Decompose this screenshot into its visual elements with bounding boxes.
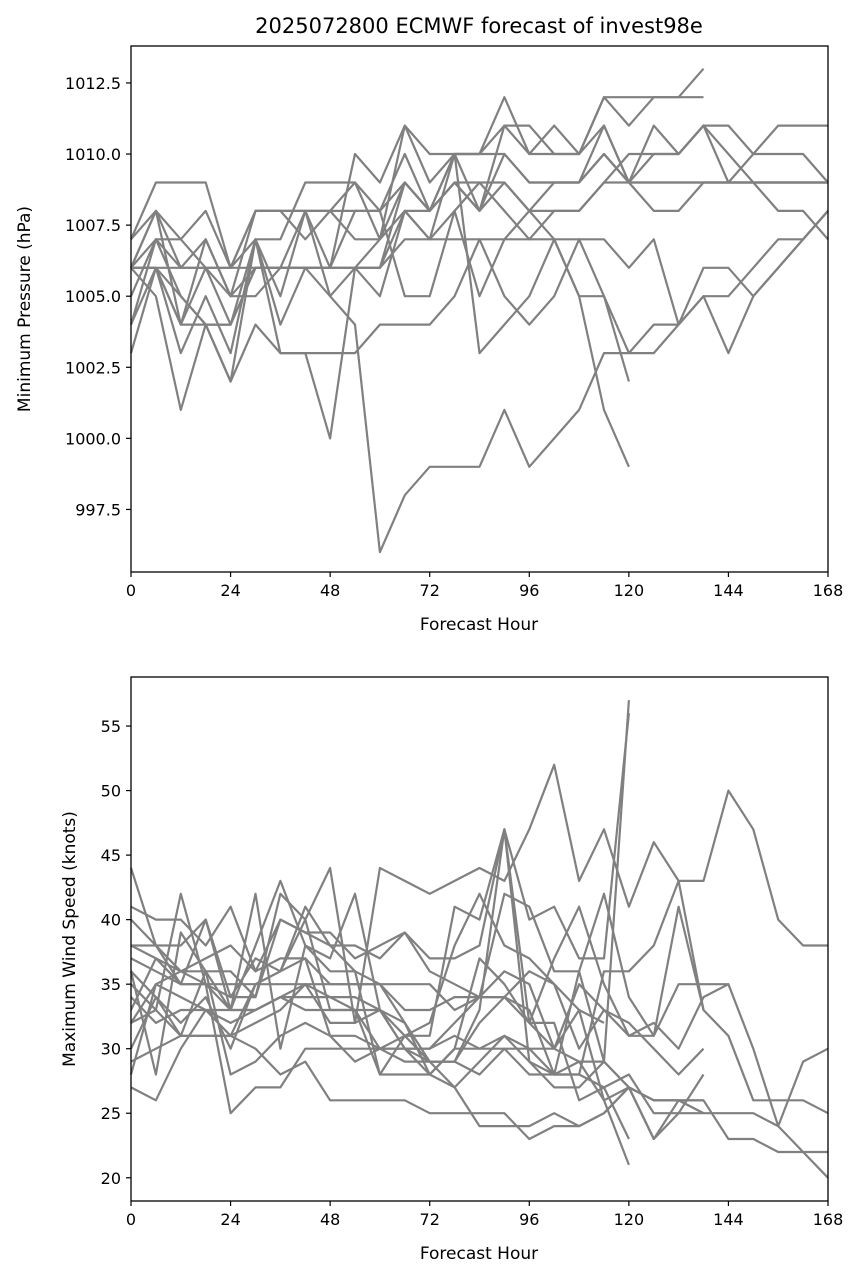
pressure-x-tick-label: 96 [519, 581, 539, 600]
wind-x-tick-label: 168 [813, 1210, 844, 1229]
pressure-panel: 2025072800 ECMWF forecast of invest98e 0… [15, 14, 843, 635]
pressure-x-axis-label: Forecast Hour [420, 615, 538, 635]
wind-y-ticks: 20 25 30 35 40 45 50 55 [101, 717, 131, 1188]
wind-x-tick-label: 144 [713, 1210, 744, 1229]
pressure-series-line-1 [129, 67, 705, 269]
pressure-x-tick-label: 24 [220, 581, 240, 600]
pressure-x-ticks: 0 24 48 72 96 120 144 168 [126, 572, 843, 600]
wind-y-tick-label: 55 [101, 717, 121, 736]
pressure-x-tick-label: 168 [813, 581, 844, 600]
wind-series-line-5 [130, 918, 829, 1128]
wind-x-tick-label: 72 [420, 1210, 440, 1229]
wind-series-line-14 [129, 970, 704, 1141]
pressure-y-tick-label: 1005.0 [65, 287, 121, 306]
pressure-y-tick-label: 1007.5 [65, 216, 121, 235]
wind-x-ticks: 0 24 48 72 96 120 144 168 [126, 1201, 843, 1229]
pressure-y-tick-label: 1012.5 [65, 74, 121, 93]
pressure-y-ticks: 997.5 1000.0 1002.5 1005.0 1007.5 1010.0 1012.… [65, 74, 131, 519]
wind-x-axis-label: Forecast Hour [420, 1244, 538, 1264]
wind-series-line-12 [130, 905, 630, 1140]
wind-series-line-17 [129, 879, 605, 1076]
wind-y-tick-label: 50 [101, 782, 121, 801]
wind-x-tick-label: 96 [519, 1210, 539, 1229]
wind-series-line-8 [130, 944, 705, 1141]
wind-y-tick-label: 20 [101, 1169, 121, 1188]
pressure-x-tick-label: 120 [614, 581, 645, 600]
pressure-series-line-11 [131, 209, 829, 554]
pressure-x-tick-label: 72 [420, 581, 440, 600]
wind-y-tick-label: 30 [101, 1040, 121, 1059]
pressure-y-axis-label: Minimum Pressure (hPa) [15, 206, 35, 412]
pressure-y-tick-label: 1010.0 [65, 145, 121, 164]
wind-x-tick-label: 24 [220, 1210, 240, 1229]
wind-panel: 0 24 48 72 96 120 144 168 20 25 30 35 40 45 50 55 Fore… [60, 676, 843, 1264]
pressure-series-line-13 [131, 210, 829, 355]
pressure-y-tick-label: 997.5 [75, 500, 121, 519]
wind-series-line-2 [130, 712, 630, 973]
pressure-chart-title: 2025072800 ECMWF forecast of invest98e [255, 14, 703, 38]
pressure-axes-frame [130, 45, 829, 573]
pressure-y-tick-label: 1002.5 [65, 358, 121, 377]
wind-x-tick-label: 0 [126, 1210, 136, 1229]
wind-y-tick-label: 25 [101, 1104, 121, 1123]
pressure-y-tick-label: 1000.0 [65, 429, 121, 448]
pressure-series-line-3 [130, 96, 704, 269]
wind-x-tick-label: 120 [614, 1210, 645, 1229]
wind-axes-frame [130, 676, 829, 1202]
wind-y-tick-label: 40 [101, 911, 121, 930]
wind-series-group [129, 700, 829, 1179]
wind-y-tick-label: 35 [101, 975, 121, 994]
pressure-x-tick-label: 0 [126, 581, 136, 600]
wind-series-line-1 [129, 763, 828, 1025]
wind-series-line-16 [130, 828, 705, 1050]
pressure-series-group [129, 67, 829, 554]
wind-y-axis-label: Maximum Wind Speed (knots) [60, 811, 80, 1067]
pressure-x-tick-label: 144 [713, 581, 744, 600]
wind-x-tick-label: 48 [320, 1210, 340, 1229]
wind-y-tick-label: 45 [101, 846, 121, 865]
pressure-x-tick-label: 48 [320, 581, 340, 600]
